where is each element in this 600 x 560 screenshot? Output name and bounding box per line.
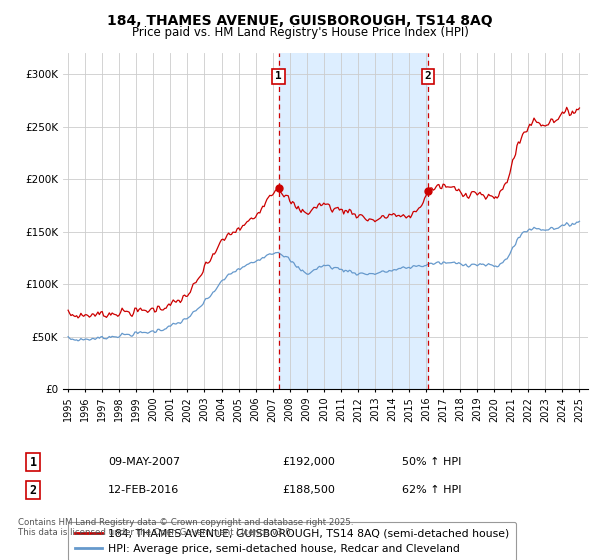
Bar	[278, 53, 428, 389]
Text: Price paid vs. HM Land Registry's House Price Index (HPI): Price paid vs. HM Land Registry's House …	[131, 26, 469, 39]
Text: 12-FEB-2016: 12-FEB-2016	[108, 485, 179, 495]
Text: £188,500: £188,500	[282, 485, 335, 495]
Text: 1: 1	[275, 71, 282, 81]
Text: 50% ↑ HPI: 50% ↑ HPI	[402, 457, 461, 467]
Text: 184, THAMES AVENUE, GUISBOROUGH, TS14 8AQ: 184, THAMES AVENUE, GUISBOROUGH, TS14 8A…	[107, 14, 493, 28]
Text: 2: 2	[425, 71, 431, 81]
Text: 62% ↑ HPI: 62% ↑ HPI	[402, 485, 461, 495]
Text: 09-MAY-2007: 09-MAY-2007	[108, 457, 180, 467]
Text: £192,000: £192,000	[282, 457, 335, 467]
Text: 2: 2	[29, 483, 37, 497]
Text: Contains HM Land Registry data © Crown copyright and database right 2025.
This d: Contains HM Land Registry data © Crown c…	[18, 518, 353, 538]
Legend: 184, THAMES AVENUE, GUISBOROUGH, TS14 8AQ (semi-detached house), HPI: Average pr: 184, THAMES AVENUE, GUISBOROUGH, TS14 8A…	[68, 522, 516, 560]
Text: 1: 1	[29, 455, 37, 469]
